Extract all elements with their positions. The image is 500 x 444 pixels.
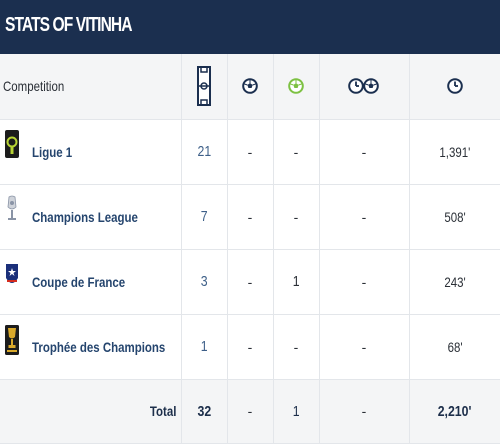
appearances-cell: 1 — [181, 314, 228, 380]
ligue1-logo — [5, 129, 19, 158]
minutes-cell: 1,391' — [409, 119, 500, 185]
assists-cell: - — [273, 314, 320, 380]
minutes-per-goal-cell: - — [319, 314, 410, 380]
table-header-row: Competition — [0, 54, 500, 120]
stats-header: STATS OF VITINHA — [0, 0, 500, 54]
minutes-per-goal-column-header — [319, 54, 410, 120]
competition-name[interactable]: Ligue 1 — [32, 143, 73, 160]
appearances-column-header — [181, 54, 228, 120]
appearances-cell: 7 — [181, 184, 228, 250]
minutes-cell: 68' — [409, 314, 500, 380]
ball-assist-icon — [288, 78, 304, 94]
minutes-column-header — [409, 54, 500, 120]
appearances-cell: 3 — [181, 249, 228, 315]
competition-name[interactable]: Trophée des Champions — [32, 338, 166, 355]
stats-title: STATS OF VITINHA — [5, 14, 133, 36]
clock-icon — [446, 78, 463, 94]
minutes-per-goal-cell: - — [319, 249, 410, 315]
competition-cell[interactable]: Coupe de France — [0, 249, 182, 315]
competition-name[interactable]: Champions League — [32, 208, 138, 225]
minutes-per-goal-cell: - — [319, 119, 410, 185]
ball-icon — [242, 78, 258, 94]
coupe-de-france-logo — [6, 263, 18, 283]
competition-cell[interactable]: Ligue 1 — [0, 119, 182, 185]
goals-cell: - — [227, 119, 274, 185]
assists-cell: 1 — [273, 249, 320, 315]
assists-column-header — [273, 54, 320, 120]
table-row: Ligue 1 21 - - - 1,391' — [0, 119, 500, 185]
pitch-icon — [197, 66, 211, 107]
goals-cell: - — [227, 249, 274, 315]
trophee-des-champions-logo — [5, 324, 19, 355]
total-minutes: 2,210' — [409, 379, 500, 444]
total-minutes-per-goal: - — [319, 379, 410, 444]
assists-cell: - — [273, 184, 320, 250]
competition-cell[interactable]: Champions League — [0, 184, 182, 250]
assists-cell: - — [273, 119, 320, 185]
competition-cell[interactable]: Trophée des Champions — [0, 314, 182, 380]
champions-league-logo — [7, 195, 17, 220]
total-label: Total — [0, 379, 182, 444]
total-row: Total 32 - 1 - 2,210' — [0, 379, 500, 444]
appearances-cell: 21 — [181, 119, 228, 185]
competition-name[interactable]: Coupe de France — [32, 273, 126, 290]
goals-column-header — [227, 54, 274, 120]
goals-cell: - — [227, 314, 274, 380]
minutes-cell: 243' — [409, 249, 500, 315]
competition-column-header: Competition — [0, 54, 182, 120]
total-appearances: 32 — [181, 379, 228, 444]
minutes-cell: 508' — [409, 184, 500, 250]
stats-table: Competition — [0, 54, 500, 444]
table-row: Champions League 7 - - - 508' — [0, 184, 500, 250]
table-row: Coupe de France 3 - 1 - 243' — [0, 249, 500, 315]
minutes-per-goal-cell: - — [319, 184, 410, 250]
clock-ball-icon — [348, 78, 379, 94]
total-assists: 1 — [273, 379, 320, 444]
table-row: Trophée des Champions 1 - - - 68' — [0, 314, 500, 380]
total-goals: - — [227, 379, 274, 444]
goals-cell: - — [227, 184, 274, 250]
